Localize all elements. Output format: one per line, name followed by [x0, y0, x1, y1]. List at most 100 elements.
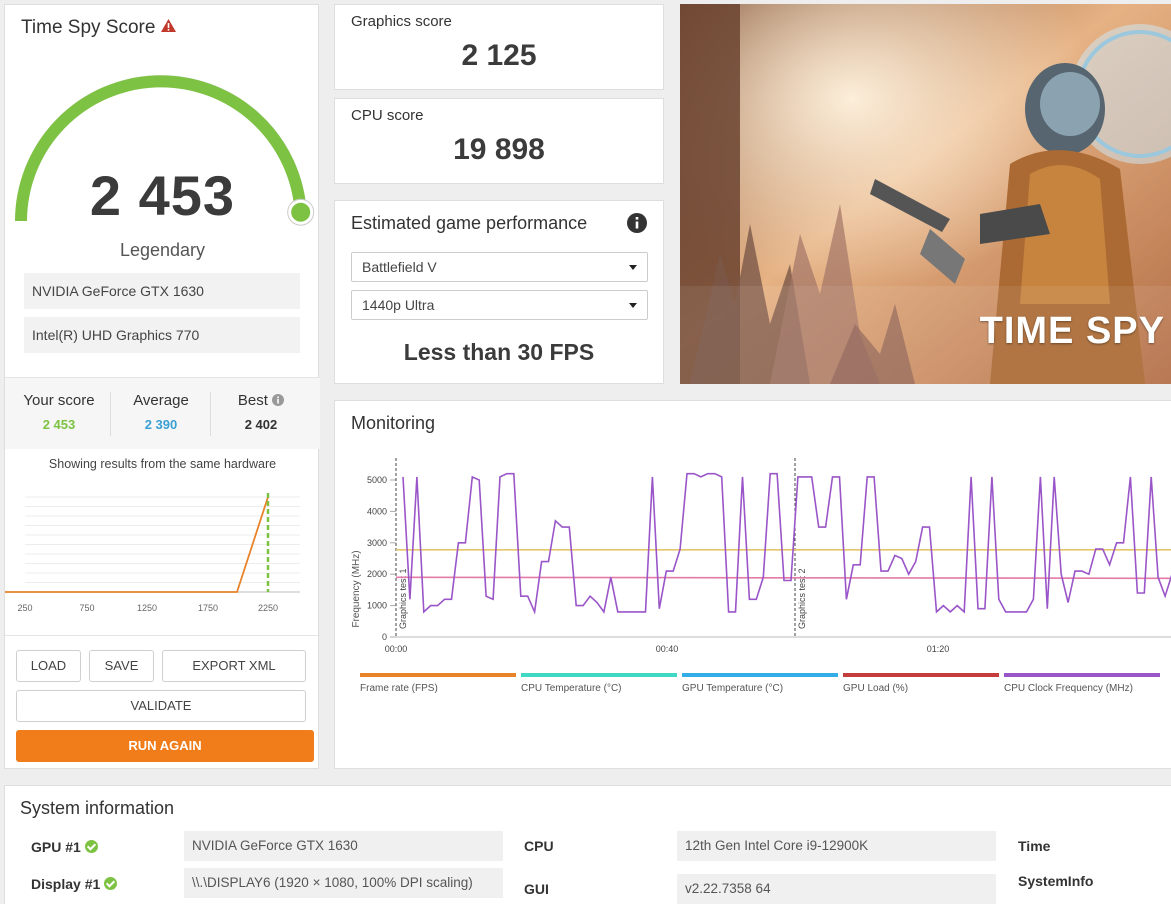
info-icon[interactable] [627, 213, 647, 233]
legend-label: GPU Load (%) [843, 683, 909, 694]
legend-item[interactable]: CPU Clock Frequency (MHz) [1004, 673, 1160, 694]
cpu-score-value: 19 898 [453, 133, 545, 166]
average-score: Average 2 390 [111, 392, 211, 432]
average-value: 2 390 [144, 417, 178, 432]
monitoring-title: Monitoring [351, 413, 436, 433]
display-value: \\.\DISPLAY6 (1920 × 1080, 100% DPI scal… [184, 868, 503, 898]
save-button[interactable]: SAVE [89, 650, 154, 682]
graphics-score-value: 2 125 [461, 39, 537, 72]
your-score-label: Your score [23, 392, 95, 409]
cpu-value: 12th Gen Intel Core i9-12900K [677, 831, 996, 861]
info-icon[interactable] [272, 394, 285, 406]
legend-label: CPU Temperature (°C) [521, 683, 622, 694]
average-label: Average [133, 392, 189, 409]
run-again-button[interactable]: RUN AGAIN [16, 730, 314, 762]
hero-title: TIME SPY [979, 310, 1165, 352]
legend-item[interactable]: GPU Load (%) [843, 673, 999, 694]
best-score: Best 2 402 [211, 392, 311, 432]
histogram-tick-label: 2250 [258, 603, 278, 613]
gauge-knob [288, 199, 314, 225]
best-value: 2 402 [244, 417, 278, 432]
score-title-text: Time Spy Score [21, 17, 156, 38]
your-score: Your score 2 453 [9, 392, 109, 432]
cpu-score-card: CPU score 19 898 [334, 98, 664, 184]
score-tier: Legendary [119, 240, 206, 260]
legend-swatch [843, 673, 999, 677]
y-tick-label: 0 [382, 632, 387, 642]
chevron-down-icon [629, 265, 637, 270]
system-information-title: System information [20, 798, 175, 818]
histogram-caption: Showing results from the same hardware [48, 457, 277, 471]
benchmark-hero-image: TIME SPY [680, 4, 1171, 384]
game-select[interactable]: Battlefield V [351, 252, 648, 282]
check-icon [84, 840, 98, 853]
hero-artwork [680, 4, 1171, 384]
hardware-igpu: Intel(R) UHD Graphics 770 [24, 317, 300, 353]
preset-select-value: 1440p Ultra [362, 297, 435, 313]
score-title: Time Spy Score [21, 17, 177, 39]
legend-item[interactable]: CPU Temperature (°C) [521, 673, 677, 694]
gui-value: v2.22.7358 64 [677, 874, 996, 904]
monitoring-chart: Frequency (MHz) 0 1000 2000 3000 4000 5000 00… [351, 458, 1171, 654]
systeminfo-key: SystemInfo [1018, 873, 1094, 889]
score-panel: Time Spy Score 2 453 Legendary NVIDIA Ge… [4, 4, 320, 769]
hardware-gpu: NVIDIA GeForce GTX 1630 [24, 273, 300, 309]
legend-swatch [1004, 673, 1160, 677]
x-tick-label: 00:00 [385, 644, 408, 654]
score-histogram: 250 750 1250 1750 2250 [5, 493, 300, 613]
y-tick-label: 2000 [367, 569, 387, 579]
best-label: Best [211, 392, 311, 409]
legend-swatch [682, 673, 838, 677]
histogram-tick-label: 750 [79, 603, 94, 613]
load-button[interactable]: LOAD [16, 650, 81, 682]
marker-graphics-test-1: Graphics test 1 [398, 568, 408, 629]
system-information: System information GPU #1 NVIDIA GeForce… [4, 785, 1171, 904]
y-tick-label: 4000 [367, 506, 387, 516]
legend-label: GPU Temperature (°C) [682, 683, 784, 694]
monitoring-card: Monitoring Frequency (MHz) 0 1000 2000 3000… [334, 400, 1171, 769]
graphics-score-label: Graphics score [351, 13, 452, 30]
histogram-line [5, 496, 269, 593]
export-xml-button[interactable]: EXPORT XML [162, 650, 306, 682]
legend-swatch [521, 673, 677, 677]
score-gauge [15, 75, 315, 226]
histogram-tick-label: 1750 [198, 603, 218, 613]
score-comparison: Your score 2 453 Average 2 390 Best 2 40… [5, 377, 320, 449]
action-buttons: LOAD SAVE EXPORT XML VALIDATE RUN AGAIN [5, 635, 320, 762]
preset-select[interactable]: 1440p Ultra [351, 290, 648, 320]
cpu-key: CPU [524, 838, 554, 854]
legend-swatch [360, 673, 516, 677]
marker-graphics-test-2: Graphics test 2 [797, 568, 807, 629]
game-select-value: Battlefield V [362, 259, 437, 275]
legend-item[interactable]: GPU Temperature (°C) [682, 673, 838, 694]
warning-icon[interactable] [161, 19, 177, 32]
game-performance-title: Estimated game performance [351, 213, 588, 233]
gpu-value: NVIDIA GeForce GTX 1630 [184, 831, 503, 861]
legend-label: Frame rate (FPS) [360, 683, 438, 694]
gauge-fill [15, 75, 307, 222]
histogram-tick-label: 250 [17, 603, 32, 613]
your-score-value: 2 453 [42, 417, 76, 432]
validate-button[interactable]: VALIDATE [16, 690, 306, 722]
fps-estimate: Less than 30 FPS [403, 339, 595, 365]
y-tick-label: 5000 [367, 475, 387, 485]
legend-label: CPU Clock Frequency (MHz) [1004, 683, 1133, 694]
y-axis-label: Frequency (MHz) [351, 550, 362, 627]
game-performance-card: Estimated game performance Battlefield V… [334, 200, 664, 384]
cpu-score-label: CPU score [351, 107, 424, 124]
display-key: Display #1 [31, 876, 118, 892]
y-tick-label: 1000 [367, 601, 387, 611]
x-tick-label: 01:20 [927, 644, 950, 654]
gpu-key: GPU #1 [31, 839, 98, 855]
time-key: Time [1018, 838, 1051, 854]
cpu-clock-line [402, 472, 1171, 615]
y-tick-label: 3000 [367, 538, 387, 548]
x-tick-label: 00:40 [656, 644, 679, 654]
chevron-down-icon [629, 303, 637, 308]
check-icon [104, 877, 118, 890]
histogram-tick-label: 1250 [137, 603, 157, 613]
score-value: 2 453 [89, 164, 236, 227]
gui-key: GUI [524, 881, 549, 897]
legend-item[interactable]: Frame rate (FPS) [360, 673, 516, 694]
graphics-score-card: Graphics score 2 125 [334, 4, 664, 90]
